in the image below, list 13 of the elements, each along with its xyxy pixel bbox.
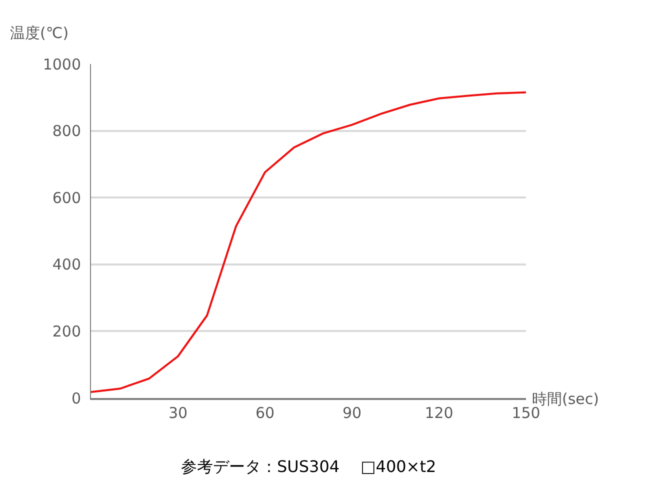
text: 参考データ：SUS304 □400×t2 xyxy=(181,457,436,476)
x-tick-label: 30 xyxy=(168,404,188,422)
x-tick-label: 90 xyxy=(342,404,362,422)
x-tick-label: 60 xyxy=(255,404,275,422)
x-tick-label: 120 xyxy=(424,404,454,422)
y-tick-label: 400 xyxy=(52,256,81,274)
y-tick-label: 800 xyxy=(52,122,81,140)
line-series xyxy=(91,91,526,393)
y-tick-label: 1000 xyxy=(42,55,81,74)
y-axis-title: 温度(℃) xyxy=(10,24,69,42)
y-tick-label: 600 xyxy=(52,188,81,207)
y-tick-label: 200 xyxy=(52,322,81,340)
y-tick-label: 0 xyxy=(71,389,81,408)
